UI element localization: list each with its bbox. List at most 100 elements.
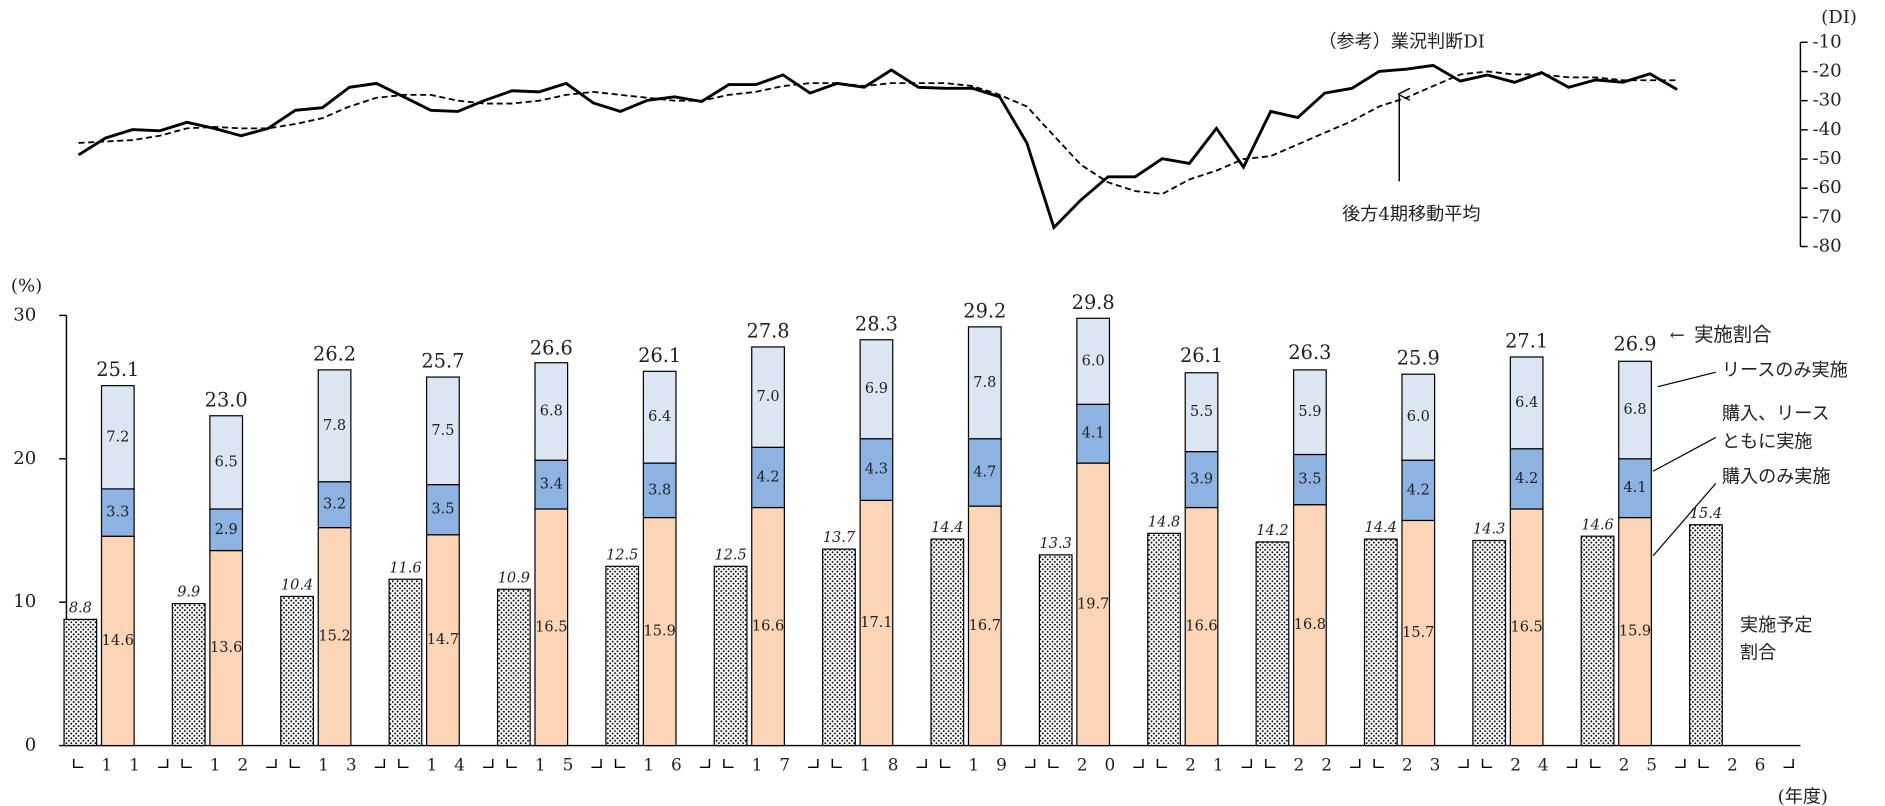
- legend-label: 購入のみ実施: [1722, 466, 1831, 487]
- bar: [1472, 539, 1507, 747]
- annotation: （参考）業況判断DI: [1318, 31, 1485, 52]
- bar: [822, 548, 856, 747]
- value-label: 6.0: [1407, 409, 1430, 425]
- y-unit: (DI): [1821, 7, 1857, 28]
- bar: [1076, 462, 1111, 747]
- x-tick-label: 24: [1510, 755, 1565, 775]
- value-label: 7.8: [973, 375, 996, 391]
- value-label: 10.9: [498, 570, 530, 586]
- bar: [100, 535, 135, 747]
- value-label: 7.0: [757, 389, 780, 405]
- bracket: [1265, 758, 1361, 769]
- value-label: 3.5: [1298, 472, 1321, 488]
- bar: [1689, 524, 1723, 747]
- value-label: 4.2: [757, 469, 780, 485]
- x-tick-label: 23: [1402, 755, 1457, 775]
- bracket: [72, 758, 169, 769]
- total-label: 26.1: [1180, 344, 1223, 367]
- value-label: 4.1: [1082, 426, 1105, 442]
- y-tick-label: 10: [13, 591, 36, 612]
- bar: [930, 538, 965, 747]
- value-label: 13.3: [1040, 536, 1072, 552]
- bracket: [181, 758, 277, 769]
- bar: [642, 516, 677, 747]
- bar: [426, 534, 460, 747]
- bracket: [1590, 758, 1686, 769]
- bar: [1255, 541, 1290, 747]
- y-tick-label: 30: [13, 304, 36, 325]
- value-label: 4.3: [865, 462, 888, 478]
- legend-label: リースのみ実施: [1722, 360, 1848, 381]
- y-tick-label: 20: [13, 448, 36, 469]
- bar: [496, 588, 531, 747]
- bar: [1401, 373, 1436, 461]
- total-label: 29.8: [1072, 291, 1115, 314]
- bracket: [1156, 758, 1253, 769]
- value-label: 6.4: [648, 409, 671, 425]
- value-label: 9.9: [177, 585, 200, 601]
- legend-label: 実施割合: [1694, 323, 1771, 346]
- legend-label: 購入、リースともに実施: [1722, 403, 1830, 452]
- y-tick-label: -40: [1813, 119, 1842, 140]
- bar: [1076, 403, 1111, 464]
- bar: [280, 595, 315, 747]
- value-label: 4.2: [1515, 471, 1538, 487]
- value-label: 13.6: [210, 640, 242, 656]
- value-label: 7.8: [323, 418, 346, 434]
- bar: [859, 438, 894, 501]
- x-tick-label: 13: [318, 755, 373, 775]
- x-unit: (年度): [1778, 787, 1828, 806]
- bar: [1618, 516, 1652, 747]
- total-label: 29.2: [963, 299, 1006, 322]
- legend-label: 実施予定割合: [1740, 615, 1812, 664]
- value-label: 14.6: [102, 633, 134, 649]
- bar: [1292, 453, 1327, 506]
- bracket: [506, 758, 602, 769]
- bar: [967, 505, 1002, 747]
- total-label: 27.8: [747, 319, 790, 342]
- value-label: 4.7: [973, 464, 996, 480]
- legend-leader: [1652, 436, 1717, 472]
- value-label: 15.4: [1690, 506, 1722, 522]
- total-label: 25.7: [421, 350, 464, 373]
- bar: [859, 339, 894, 440]
- bracket: [398, 758, 494, 769]
- value-label: 15.2: [318, 629, 350, 645]
- value-label: 6.8: [1623, 402, 1646, 418]
- value-label: 14.8: [1148, 514, 1180, 530]
- bar: [1184, 372, 1219, 453]
- di-line: [77, 63, 1678, 231]
- bar: [1184, 451, 1219, 509]
- bar: [1038, 554, 1073, 747]
- x-tick-label: 22: [1294, 755, 1349, 775]
- bar: [605, 565, 640, 747]
- bar: [1509, 508, 1544, 747]
- value-label: 14.2: [1256, 523, 1288, 539]
- value-label: 16.8: [1294, 617, 1326, 633]
- bar: [426, 483, 460, 536]
- value-label: 17.1: [860, 615, 892, 631]
- value-label: 7.5: [431, 423, 454, 439]
- value-label: 16.7: [969, 618, 1001, 634]
- value-label: 16.6: [1185, 619, 1217, 635]
- value-label: 3.2: [323, 497, 346, 513]
- value-label: 6.5: [215, 454, 238, 470]
- value-label: 2.9: [215, 522, 238, 538]
- bar: [209, 415, 244, 510]
- y-tick-label: -80: [1813, 236, 1842, 257]
- value-label: 12.5: [714, 547, 746, 563]
- bar: [751, 446, 785, 509]
- di-line: [78, 70, 1678, 195]
- x-tick-label: 17: [752, 755, 807, 775]
- value-label: 6.8: [540, 403, 563, 419]
- value-label: 19.7: [1077, 596, 1109, 612]
- value-label: 3.5: [431, 502, 454, 518]
- y-tick-label: 0: [25, 735, 37, 756]
- bar: [100, 488, 135, 537]
- legend-leader: [1652, 482, 1717, 557]
- bar: [171, 603, 206, 747]
- bar: [388, 578, 423, 747]
- total-label: 26.1: [638, 344, 681, 367]
- bar: [317, 527, 352, 747]
